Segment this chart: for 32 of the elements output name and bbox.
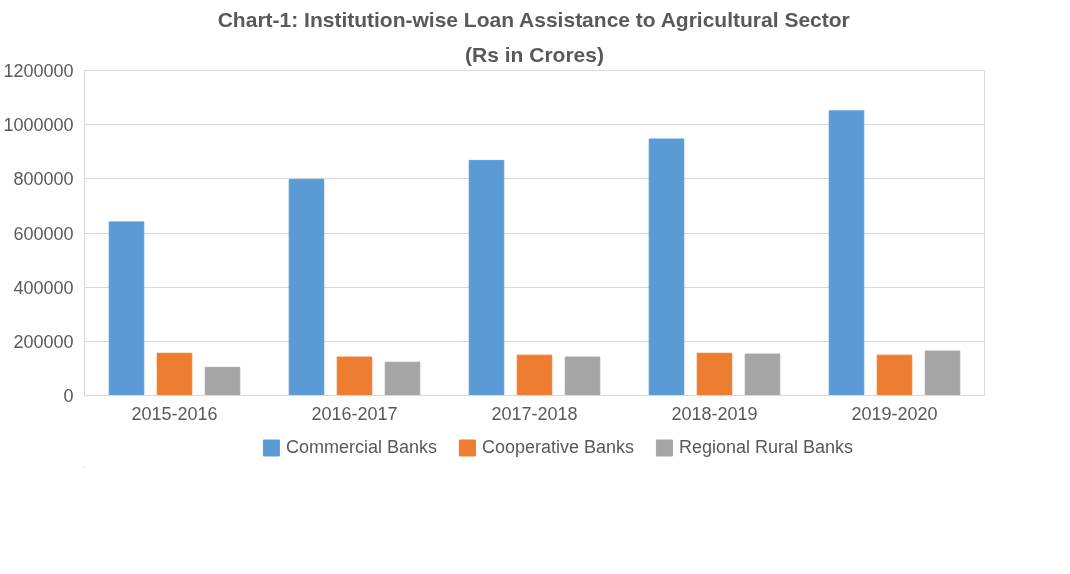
chart-title: Chart-1: Institution-wise Loan Assistance to Agricultural Sector xyxy=(217,7,850,31)
bar xyxy=(384,361,421,396)
bar xyxy=(648,138,685,396)
bar xyxy=(108,221,145,396)
bar xyxy=(468,159,505,396)
legend-label: Cooperative Banks xyxy=(481,436,635,458)
bar xyxy=(696,352,733,396)
bar xyxy=(336,356,373,396)
x-tick-label: 2015-2016 xyxy=(131,403,218,424)
x-tick-label: 2018-2019 xyxy=(671,403,758,424)
bar xyxy=(156,352,193,396)
legend-label: Commercial Banks xyxy=(285,436,437,458)
bar xyxy=(288,178,325,396)
y-tick-label: 1000000 xyxy=(3,115,74,136)
bar xyxy=(516,354,553,396)
bar xyxy=(744,353,781,396)
x-tick-label: 2019-2020 xyxy=(851,403,938,424)
y-tick-label: 200000 xyxy=(13,331,74,352)
y-tick-label: 600000 xyxy=(13,223,74,244)
y-tick-label: 400000 xyxy=(13,277,74,298)
bar xyxy=(564,356,601,396)
legend-label: Regional Rural Banks xyxy=(679,436,854,458)
bar xyxy=(828,110,865,396)
bar xyxy=(876,354,913,396)
chart-subtitle: (Rs in Crores) xyxy=(465,42,604,66)
y-tick-label: 1200000 xyxy=(3,61,74,81)
x-tick-label: 2016-2017 xyxy=(311,403,398,424)
y-tick-label: 0 xyxy=(63,386,74,406)
y-tick-label: 800000 xyxy=(13,169,74,190)
bar xyxy=(204,366,241,396)
bar xyxy=(924,350,961,396)
x-tick-label: 2017-2018 xyxy=(491,403,578,424)
